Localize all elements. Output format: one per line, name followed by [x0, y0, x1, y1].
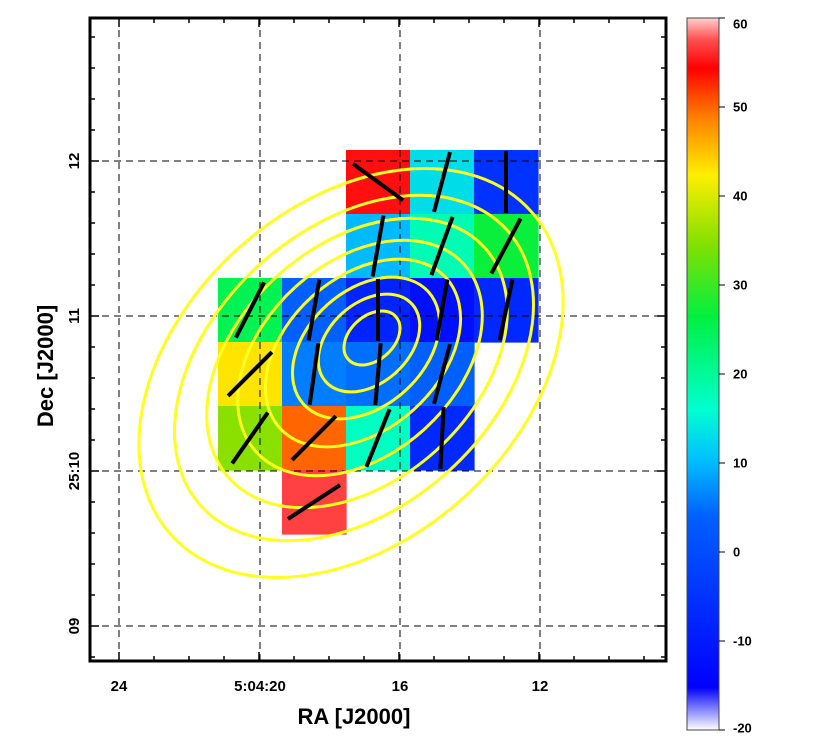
- x-tick-label: 5:04:20: [234, 678, 286, 695]
- polarization-vector: [432, 151, 452, 213]
- polarization-vector: [429, 216, 455, 276]
- contour-line: [137, 167, 565, 579]
- polarization-vector: [438, 406, 446, 470]
- x-tick-label: 12: [532, 678, 549, 695]
- y-tick-label: 25:10: [66, 452, 83, 490]
- polarization-vector: [286, 483, 342, 521]
- contour-line: [205, 216, 509, 510]
- colorbar-tick-label: -20: [733, 721, 752, 736]
- colorbar-tick-label: 0: [733, 545, 740, 560]
- polarization-vector: [290, 414, 338, 462]
- contour-line: [316, 292, 422, 394]
- y-tick-label: 11: [66, 308, 83, 324]
- polarization-vector: [370, 215, 386, 277]
- x-tick-label: 16: [392, 678, 409, 695]
- colorbar-tick-label: 30: [733, 278, 747, 293]
- x-tick-label: 24: [111, 678, 128, 695]
- contour-line: [290, 275, 442, 421]
- x-axis-label: RA [J2000]: [298, 704, 411, 729]
- y-tick-label: 09: [66, 618, 83, 635]
- intensity-contours: [137, 167, 565, 579]
- plot-frame: [88, 16, 668, 663]
- polarization-vector: [497, 279, 515, 341]
- colorbar-tick-label: 40: [733, 189, 747, 204]
- colorbar-tick-label: -10: [733, 634, 752, 649]
- contour-line: [173, 193, 535, 543]
- colorbar: [686, 17, 720, 731]
- polarization-vector: [230, 411, 270, 465]
- polarization-vector: [373, 342, 383, 406]
- polarization-vector: [434, 279, 450, 341]
- polarization-vector: [364, 408, 392, 468]
- polarization-vector: [489, 217, 523, 275]
- colorbar-tick-label: 20: [733, 367, 747, 382]
- polarization-vector: [432, 343, 452, 405]
- polarization-vector: [234, 281, 266, 339]
- colorbar-tick-label: 50: [733, 100, 747, 115]
- colorbar-ticks: 60 50 40 30 20 10 0 -10 -20: [719, 17, 752, 736]
- polarization-vector: [351, 162, 405, 202]
- contour-line: [342, 309, 402, 367]
- contour-line: [236, 238, 484, 478]
- axis-ticks: [90, 18, 666, 661]
- polarization-vector: [226, 350, 274, 398]
- polarization-vector: [307, 343, 321, 405]
- y-axis-label: Dec [J2000]: [33, 305, 58, 427]
- polarization-vector: [306, 279, 322, 341]
- colorbar-tick-label: 10: [733, 456, 747, 471]
- y-tick-label: 12: [66, 153, 83, 170]
- polarization-vectors: [226, 151, 523, 521]
- contour-line: [263, 257, 463, 449]
- colorbar-tick-label: 60: [733, 17, 747, 32]
